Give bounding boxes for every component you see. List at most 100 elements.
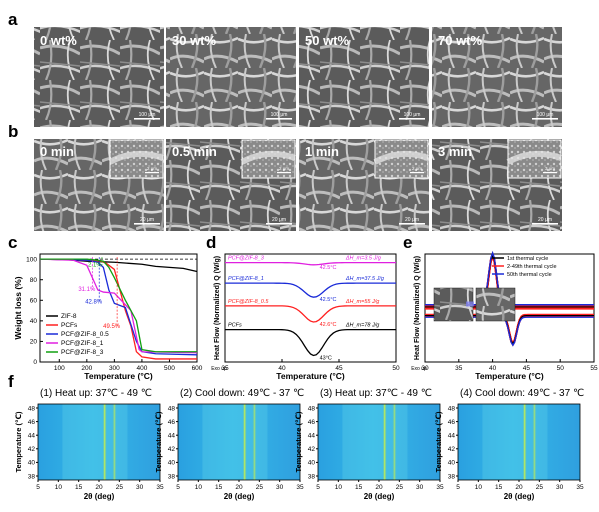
dsc-series-label-d-1: PCF@ZIF-8_1: [228, 276, 264, 282]
dsc-peak-label-d-2: 42.6°C: [320, 322, 337, 328]
row-b-images: 0 min 20 μm 2 μm 0.5 min 20 μm 2 μm 1 min 20 μm…: [34, 139, 563, 231]
heatmap-peak-1-1: [251, 404, 257, 480]
heatmap-xtick-label-1: 10: [195, 484, 203, 491]
x-tick-label-e: 35: [455, 365, 463, 372]
heatmap-xtick-label-3: 15: [495, 484, 503, 491]
legend-label-e-0: 1st thermal cycle: [507, 256, 548, 262]
x-axis-title-d: Temperature (°C): [276, 371, 345, 381]
heatmap-ylabel-1: Temperature (℃): [154, 411, 163, 473]
heatmap-xtick-label-3: 25: [536, 484, 544, 491]
panel-letter-a: a: [8, 10, 18, 29]
heatmap-xtick-label-0: 10: [55, 484, 63, 491]
heatmap-ytick-label-2: 42: [308, 446, 316, 453]
heatmap-xtick-label-0: 15: [75, 484, 83, 491]
dsc-peak-label-d-1: 42.5°C: [320, 297, 337, 303]
annotation-label-c-2: 42.8%: [85, 299, 103, 305]
scale-bar-a-3: [532, 118, 558, 120]
heatmap-xlabel-2: 2θ (deg): [364, 492, 395, 501]
x-tick-label-e: 30: [421, 365, 429, 372]
heatmap-ytick-label-2: 48: [308, 405, 316, 412]
heatmap-ytick-label-1: 40: [168, 460, 176, 467]
heatmap-ytick-label-3: 44: [448, 433, 456, 440]
x-tick-label-d: 45: [335, 365, 343, 372]
panel-letter-b: b: [8, 122, 18, 141]
scale-text-a-0: 100 μm: [139, 112, 156, 118]
y-tick-label-c: 80: [30, 277, 38, 284]
heatmap-xtick-label-3: 10: [475, 484, 483, 491]
heatmap-ytick-label-0: 48: [28, 405, 36, 412]
dsc-curve-d-0: [225, 261, 396, 266]
heatmap-xtick-label-0: 25: [116, 484, 124, 491]
heatmap-ytick-label-1: 48: [168, 405, 176, 412]
heatmap-peak-3-0: [522, 404, 528, 480]
series-line-c-4: [40, 258, 197, 353]
panel-letter-d: d: [206, 233, 216, 252]
dsc-curve-d-3: [225, 328, 396, 357]
scale-text-b-2: 20 μm: [405, 217, 419, 223]
series-line-c-0: [40, 258, 198, 273]
heatmap-xtick-label-3: 5: [456, 484, 460, 491]
heatmap-ytick-label-1: 42: [168, 446, 176, 453]
x-tick-label-e: 50: [557, 365, 565, 372]
x-tick-label-e: 40: [489, 365, 497, 372]
heatmap-ytick-label-0: 44: [28, 433, 36, 440]
scale-bar-b-3: [532, 223, 558, 225]
heatmap-hump-1: [202, 404, 268, 480]
heatmap-peak-0-0: [102, 404, 108, 480]
heatmap-title-3: (4) Cool down: 49℃ - 37 ℃: [460, 388, 584, 399]
dsc-enthalpy-d-3: ΔH_m=78 J/g: [345, 323, 380, 329]
heatmap-xtick-label-2: 35: [436, 484, 444, 491]
heatmap-ytick-label-0: 38: [28, 473, 36, 480]
scale-bar-a-2: [399, 118, 425, 120]
heatmap-ylabel-0: Temperature (℃): [14, 411, 23, 473]
sem-image-a-2: [299, 27, 429, 127]
sem-label-a-2: 50 wt%: [305, 33, 350, 48]
x-tick-label-c: 200: [81, 365, 92, 372]
inset-fiber-b-1: [240, 150, 297, 165]
y-axis-title-d: Heat Flow (Normalized) Q (W/g): [214, 256, 221, 360]
scale-bar-b-2: [399, 223, 425, 225]
heatmap-ytick-label-3: 42: [448, 446, 456, 453]
y-tick-label-c: 40: [30, 318, 38, 325]
heatmap-xtick-label-2: 15: [355, 484, 363, 491]
sem-label-b-1: 0.5 min: [172, 144, 217, 159]
heatmap-ytick-label-0: 46: [28, 419, 36, 426]
heatmap-ytick-label-0: 40: [28, 460, 36, 467]
scale-bar-a-0: [134, 118, 160, 120]
sem-label-b-0: 0 min: [40, 144, 74, 159]
scale-text-b-3: 20 μm: [538, 217, 552, 223]
inset-scale-bar-b-3: [543, 172, 557, 174]
heatmap-background-1: [178, 404, 300, 480]
x-axis-title-c: Temperature (°C): [84, 371, 153, 381]
x-tick-label-d: 35: [221, 365, 229, 372]
exo-label-e: Exo up: [411, 366, 427, 372]
heatmap-xtick-label-2: 5: [316, 484, 320, 491]
heatmap-xtick-label-1: 5: [176, 484, 180, 491]
sem-image-a-3: [432, 27, 562, 127]
heatmap-ytick-label-3: 48: [448, 405, 456, 412]
heatmap-ytick-label-3: 38: [448, 473, 456, 480]
heatmap-xtick-label-0: 20: [95, 484, 103, 491]
dsc-enthalpy-d-2: ΔH_m=55 J/g: [345, 299, 380, 305]
exo-label-d: Exo up: [211, 366, 227, 372]
heatmap-xtick-label-1: 30: [276, 484, 284, 491]
series-line-c-1: [39, 258, 197, 360]
y-axis-title-e: Heat Flow (Normalized) Q (W/g): [414, 256, 421, 360]
heatmap-xtick-label-1: 15: [215, 484, 223, 491]
legend-label-c-1: PCFs: [61, 322, 78, 329]
heatmap-ytick-label-1: 46: [168, 419, 176, 426]
y-tick-label-c: 100: [26, 256, 37, 263]
legend-label-e-1: 2-49th thermal cycle: [507, 264, 557, 270]
sem-label-a-1: 30 wt%: [172, 33, 217, 48]
inset-scale-bar-b-2: [410, 172, 424, 174]
heatmap-ytick-label-2: 38: [308, 473, 316, 480]
heatmap-xtick-label-2: 30: [416, 484, 424, 491]
scale-text-a-1: 100 μm: [271, 112, 288, 118]
row-a-images: 0 wt% 100 μm 30 wt% 100 μm 50 wt% 100 μm 70 wt…: [34, 27, 562, 127]
legend-label-c-3: PCF@ZIF-8_1: [61, 340, 104, 347]
heatmap-xtick-label-0: 35: [156, 484, 164, 491]
sem-image-a-0: [34, 27, 164, 127]
inset-scale-text-b-2: 2 μm: [412, 166, 422, 171]
heatmap-peak-2-0: [382, 404, 388, 480]
